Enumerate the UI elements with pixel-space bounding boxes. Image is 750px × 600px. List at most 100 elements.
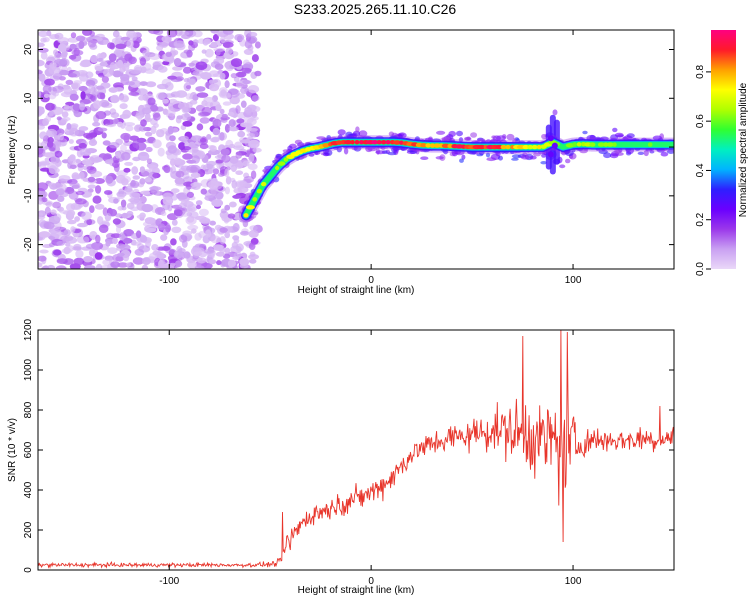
noise-blob [173,250,184,259]
ridge-hot-spot [500,144,507,150]
noise-blob [120,144,127,153]
noise-blob [183,251,191,259]
noise-blob [161,36,168,42]
noise-blob [235,152,243,159]
noise-blob [239,159,252,164]
noise-blob [205,229,212,238]
noise-blob [142,50,151,57]
noise-blob [157,147,165,157]
noise-blob [138,126,147,132]
noise-blob [173,58,182,66]
noise-blob [56,258,68,265]
noise-blob [78,142,88,149]
noise-blob [63,86,73,95]
noise-blob [230,58,243,68]
noise-blob [192,39,199,45]
noise-blob [57,43,67,53]
noise-blob [120,36,131,41]
noise-blob [130,69,142,74]
noise-blob [115,213,122,218]
noise-blob [212,168,220,175]
noise-blob [95,234,101,244]
snr-panel: -100 0 100 0 200 400 600 800 1000 1200 Height of… [7,318,675,596]
noise-blob [214,63,224,70]
noise-blob [112,118,119,125]
noise-blob [166,108,176,117]
noise-blob [250,116,259,121]
noise-blob [239,139,251,144]
ridge-hot-spot [376,140,382,145]
noise-blob [200,188,207,195]
noise-blob [39,249,49,254]
noise-blob [58,175,71,182]
noise-blob [145,81,157,88]
noise-blob [209,145,217,152]
ridge-hot-spot [527,144,534,150]
noise-blob [178,31,190,36]
noise-blob [93,100,102,109]
noise-blob [77,163,85,168]
ridge-halo-blob [559,164,566,169]
snr-y-tick-label-2: 400 [23,481,34,498]
noise-blob [104,190,113,195]
noise-blob [224,231,231,239]
noise-blob [236,118,245,124]
ridge-hot-spot [252,197,258,202]
noise-blob [199,143,209,150]
noise-blob [200,137,207,143]
noise-blob [135,230,142,239]
noise-blob [132,40,140,49]
noise-blob [66,203,76,212]
ridge-halo-blob [613,149,622,154]
noise-blob [98,53,106,60]
noise-blob [112,218,121,225]
ridge-halo-blob [458,137,464,142]
noise-blob [189,99,198,105]
ridge-hot-spot [354,140,360,145]
noise-blob [148,30,160,35]
noise-blob [110,94,120,104]
ridge-halo-blob [337,129,346,136]
noise-blob [63,229,71,236]
ridge-halo-blob [448,130,457,137]
noise-blob [84,265,96,269]
snr-y-axis-label: SNR (10 * v/v) [7,418,18,482]
noise-blob [121,212,128,219]
noise-blob [38,106,45,116]
snr-series-line [38,330,674,570]
noise-blob [244,106,253,114]
noise-blob [228,119,236,128]
noise-blob [227,259,236,268]
noise-blob [203,249,215,254]
ridge-halo-blob [459,158,464,163]
noise-blob [140,119,147,127]
noise-blob [171,226,182,233]
ridge-halo-blob [485,152,491,158]
noise-blob [193,181,199,186]
noise-blob [94,65,104,72]
noise-blob [50,229,62,238]
noise-blob [196,257,207,264]
noise-blob [69,43,77,50]
noise-blob [48,147,56,152]
noise-blob [208,259,217,265]
ridge-hot-spot [283,157,289,162]
noise-blob [105,175,114,184]
noise-blob [136,137,147,143]
noise-blob [74,216,80,222]
noise-blob [179,210,192,217]
noise-blob [186,191,194,198]
noise-blob [89,31,95,37]
spectrogram-frame [37,29,675,270]
ridge-hot-spot [576,142,582,147]
noise-blob [116,252,125,257]
noise-blob [131,76,138,82]
ridge-halo-blob [282,149,290,153]
ridge-hot-spot [603,142,609,147]
noise-blob [121,151,131,161]
noise-blob [44,78,55,86]
noise-blob [116,174,126,184]
ridge-halo-blob [511,157,519,161]
noise-blob [44,206,51,215]
ridge-halo-blob [365,145,373,153]
